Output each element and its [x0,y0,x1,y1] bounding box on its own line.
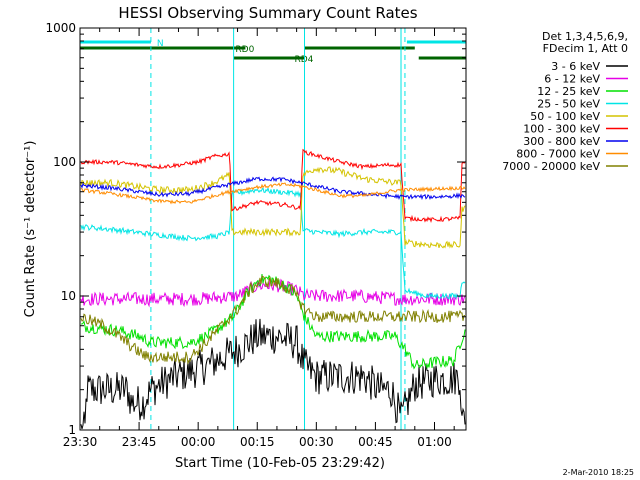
legend-entry-label: 7000 - 20000 keV [502,160,600,173]
legend-entry-label: 800 - 7000 keV [516,148,600,161]
x-tick-label: 01:00 [417,435,452,449]
y-tick-label: 100 [53,155,76,169]
x-tick-label: 00:15 [240,435,275,449]
x-tick-label: 00:00 [181,435,216,449]
flag-label-rd0: RD0 [235,45,254,55]
legend-entry-label: 6 - 12 keV [544,73,600,86]
y-tick-label: 1000 [45,21,76,35]
legend-entry-label: 25 - 50 keV [537,98,600,111]
y-axis-label: Count Rate (s⁻¹ detector⁻¹) [23,141,38,318]
series-line [80,166,466,249]
footer-date: 2-Mar-2010 18:25 [563,468,634,477]
y-tick-label: 10 [61,289,76,303]
series-line [80,186,466,300]
plot-frame [79,27,467,431]
axes: 23:30 23:45 00:00 00:15 00:30 00:45 01:00 1 10 10… [45,21,466,449]
series-line [80,275,466,366]
series-line [80,318,466,430]
legend-header: Det 1,3,4,5,6,9, [542,30,628,43]
flag-label-n: N [157,39,164,49]
legend-entry-label: 300 - 800 keV [523,135,600,148]
y-tick-label: 1 [68,423,76,437]
legend-entry-label: 3 - 6 keV [551,60,600,73]
series-line [80,182,466,205]
legend-header: FDecim 1, Att 0 [543,42,628,55]
legend-entry-label: 50 - 100 keV [530,110,600,123]
series-line [80,176,466,201]
legend-entry-label: 12 - 25 keV [537,85,600,98]
legend: Det 1,3,4,5,6,9,FDecim 1, Att 0 3 - 6 keV… [502,30,628,173]
x-axis-label: Start Time (10-Feb-05 23:29:42) [175,456,385,471]
x-tick-label: 00:30 [299,435,334,449]
x-tick-label: 23:45 [122,435,157,449]
series-line [80,278,466,308]
series-group [80,148,466,430]
chart-title: HESSI Observing Summary Count Rates [118,4,417,22]
series-line [80,274,466,370]
x-tick-label: 23:30 [63,435,98,449]
x-tick-label: 00:45 [358,435,393,449]
legend-entry-label: 100 - 300 keV [523,123,600,136]
series-line [80,148,466,223]
